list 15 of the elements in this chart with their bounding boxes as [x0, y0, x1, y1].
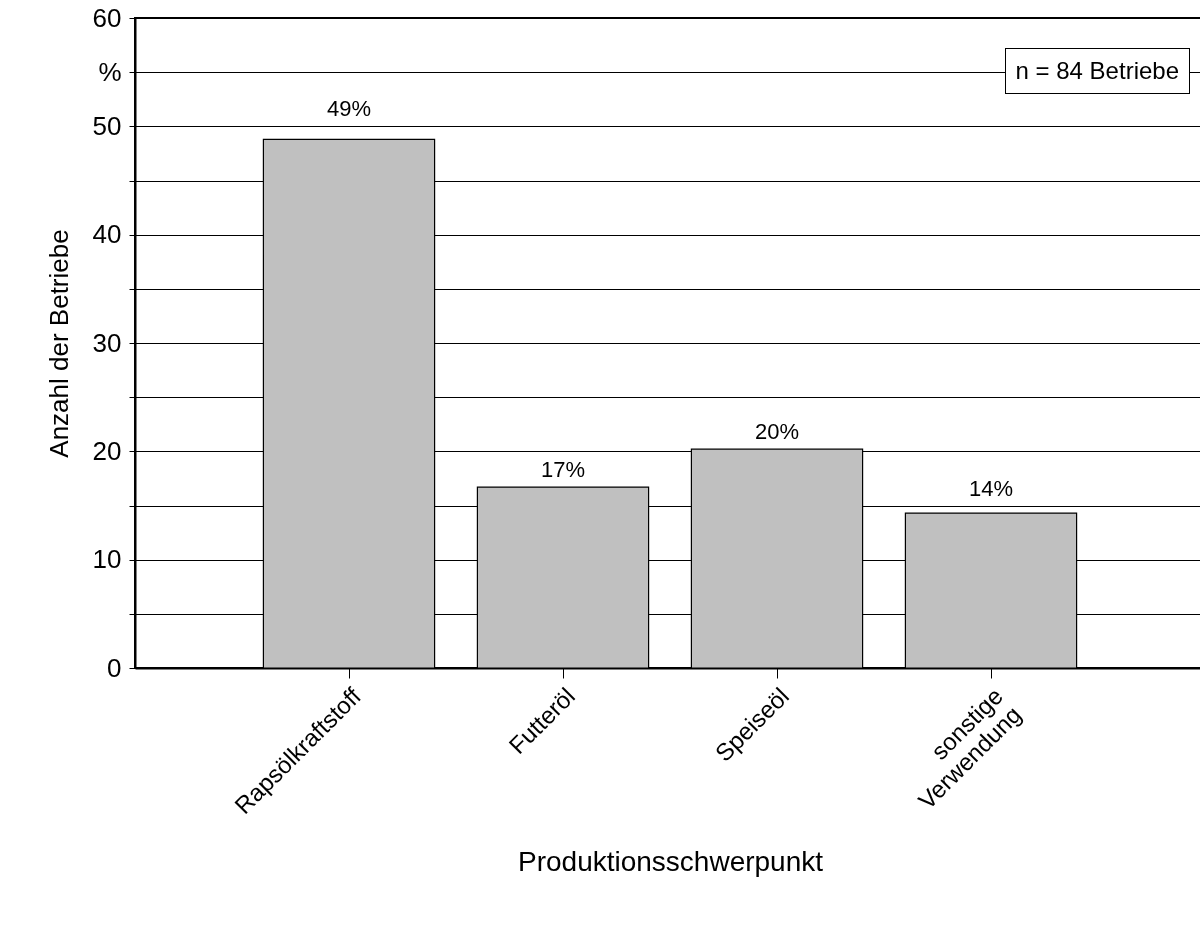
data-label: 20% [754, 419, 800, 445]
y-tick-label: 20 [92, 435, 122, 466]
y-tick-label: 40 [92, 219, 122, 250]
annotation: n = 84 Betriebe [1004, 48, 1190, 94]
y-tick-label: 30 [92, 327, 122, 358]
y-tick-label: 60 [92, 2, 122, 33]
data-label: 49% [326, 96, 372, 122]
y-tick-label: 0 [107, 652, 122, 683]
y-tick-label: 10 [92, 544, 122, 575]
y-axis-title: Anzahl der Betriebe [43, 229, 74, 458]
y-tick-label: % [98, 56, 122, 87]
y-tick-label: 50 [92, 110, 122, 141]
data-label: 14% [968, 475, 1014, 501]
x-axis-title: Produktionsschwerpunkt [517, 846, 824, 878]
data-label: 17% [540, 457, 586, 483]
